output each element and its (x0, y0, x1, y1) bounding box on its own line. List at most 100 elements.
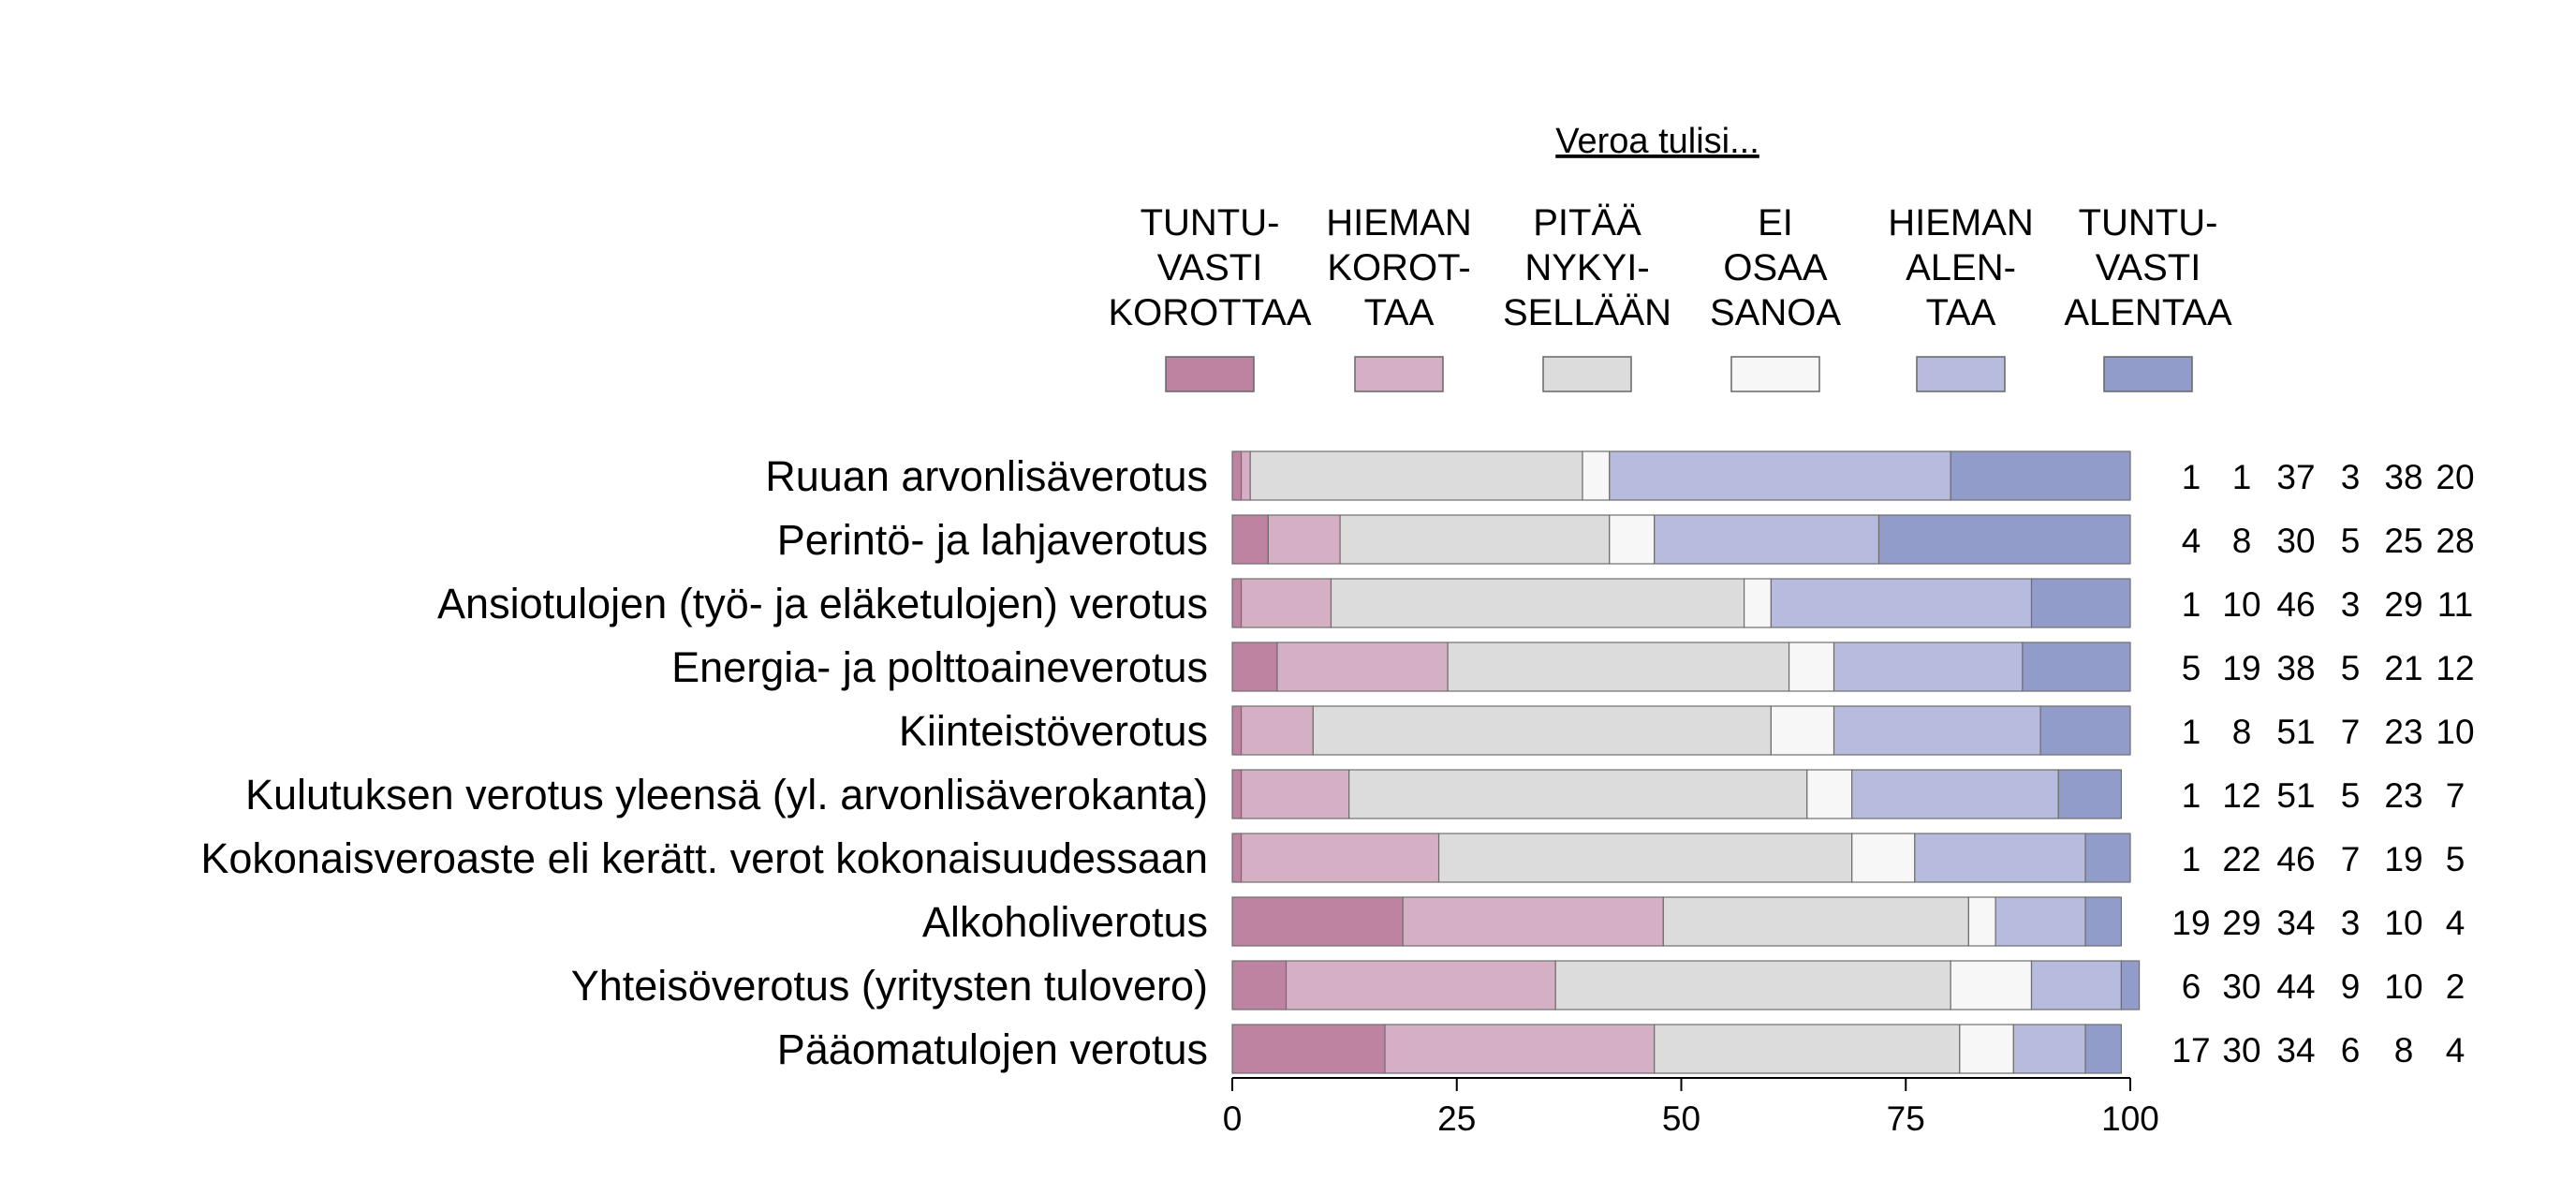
value-label: 3 (2341, 585, 2361, 624)
bar-segment (1770, 705, 1835, 756)
legend-swatch (1730, 356, 1820, 392)
category-label: Ansiotulojen (työ- ja eläketulojen) vero… (437, 580, 1208, 627)
bar-row: Kiinteistöverotus 1 8 51 7 23 10 (899, 705, 2475, 756)
value-label: 1 (2182, 458, 2201, 496)
value-label: 4 (2446, 904, 2466, 942)
legend-label: TAA (1364, 292, 1435, 333)
bar-segment (2084, 1024, 2123, 1074)
value-label: 34 (2276, 904, 2315, 942)
bar-segment (1959, 1024, 2014, 1074)
value-label: 10 (2384, 904, 2422, 942)
value-label: 9 (2341, 967, 2361, 1006)
bar-segment (1231, 960, 1288, 1010)
legend-label: TAA (1926, 292, 1996, 333)
value-label: 23 (2384, 776, 2422, 815)
value-label: 22 (2222, 840, 2260, 878)
value-label: 20 (2436, 458, 2474, 496)
legend-label: KOROTTAA (1108, 292, 1311, 333)
category-label: Kulutuksen verotus yleensä (yl. arvonlis… (245, 771, 1208, 819)
bar-row: Yhteisöverotus (yritysten tulovero) 6 30 44… (571, 960, 2465, 1010)
bar-segment (1231, 1024, 1386, 1074)
bar-segment (1950, 960, 2033, 1010)
value-label: 10 (2436, 713, 2474, 751)
legend-label: KOROT- (1327, 247, 1470, 288)
bar-segment (1582, 450, 1611, 501)
bar-row: Alkoholiverotus 19 29 34 3 10 4 (922, 896, 2466, 947)
legend-swatch (1354, 356, 1444, 392)
bar-segment (1877, 514, 2131, 565)
legend-label: NYKYI- (1524, 247, 1649, 288)
value-label: 34 (2276, 1031, 2315, 1069)
bar-segment (2084, 833, 2131, 883)
bar-segment (1330, 578, 1745, 628)
bar-segment (1285, 960, 1556, 1010)
value-label: 30 (2222, 1031, 2260, 1069)
bar-segment (2030, 578, 2131, 628)
value-label: 7 (2341, 713, 2361, 751)
bar-row: Perintö- ja lahjaverotus 4 8 30 5 25 28 (777, 514, 2475, 565)
value-label: 38 (2276, 649, 2315, 687)
legend-label: VASTI (2096, 247, 2201, 288)
bar-segment (1744, 578, 1773, 628)
category-label: Yhteisöverotus (yritysten tulovero) (571, 962, 1208, 1010)
legend-label: ALENTAA (2064, 292, 2232, 333)
value-label: 1 (2232, 458, 2252, 496)
bar-row: Ansiotulojen (työ- ja eläketulojen) vero… (437, 578, 2473, 628)
x-tick-label: 75 (1887, 1099, 1925, 1138)
bar-segment (1240, 578, 1332, 628)
value-label: 6 (2341, 1031, 2361, 1069)
value-label: 5 (2341, 649, 2361, 687)
value-label: 5 (2341, 522, 2361, 560)
legend-label: TUNTU- (2079, 202, 2218, 243)
legend-swatch (1916, 356, 2006, 392)
value-label: 11 (2437, 585, 2473, 624)
x-axis: 0 25 50 75 100 (1223, 1077, 2159, 1138)
bar-segment (1833, 705, 2041, 756)
legend-swatch (1165, 356, 1255, 392)
bar-segment (1609, 514, 1656, 565)
bar-segment (2120, 960, 2141, 1010)
legend-label: SELLÄÄN (1503, 292, 1671, 333)
bar-row: Kokonaisveroaste eli kerätt. verot kokon… (200, 833, 2466, 883)
bar-segment (2022, 642, 2131, 692)
value-label: 8 (2232, 713, 2252, 751)
value-label: 5 (2182, 649, 2201, 687)
value-label: 12 (2222, 776, 2260, 815)
value-label: 5 (2446, 840, 2466, 878)
value-label: 19 (2222, 649, 2260, 687)
bar-segment (1231, 642, 1278, 692)
value-label: 5 (2341, 776, 2361, 815)
legend-label: SANOA (1710, 292, 1841, 333)
bar-segment (1231, 833, 1243, 883)
legend-swatch (2103, 356, 2193, 392)
legend-label: EI (1758, 202, 1793, 243)
legend: TUNTU-VASTIKOROTTAAHIEMANKOROT-TAAPITÄÄN… (1108, 202, 2232, 392)
bar-segment (1654, 514, 1880, 565)
value-label: 29 (2384, 585, 2422, 624)
x-tick-label: 50 (1662, 1099, 1700, 1138)
value-label: 29 (2222, 904, 2260, 942)
value-label: 30 (2222, 967, 2260, 1006)
legend-label: TUNTU- (1141, 202, 1280, 243)
category-label: Kiinteistöverotus (899, 707, 1208, 755)
bar-segment (1312, 705, 1773, 756)
value-label: 3 (2341, 904, 2361, 942)
bar-segment (1995, 896, 2086, 947)
legend-label: OSAA (1723, 247, 1827, 288)
legend-swatch (1542, 356, 1632, 392)
value-label: 10 (2384, 967, 2422, 1006)
bar-segment (1662, 896, 1969, 947)
bar-segment (1384, 1024, 1656, 1074)
value-label: 23 (2384, 713, 2422, 751)
legend-label: PITÄÄ (1533, 202, 1641, 243)
bar-segment (1851, 833, 1916, 883)
value-label: 28 (2436, 522, 2474, 560)
category-label: Kokonaisveroaste eli kerätt. verot kokon… (200, 834, 1208, 882)
value-label: 8 (2394, 1031, 2414, 1069)
bar-segment (1231, 578, 1243, 628)
value-label: 51 (2276, 713, 2315, 751)
value-label: 25 (2384, 522, 2422, 560)
value-label: 7 (2446, 776, 2466, 815)
bar-segment (1833, 642, 2024, 692)
